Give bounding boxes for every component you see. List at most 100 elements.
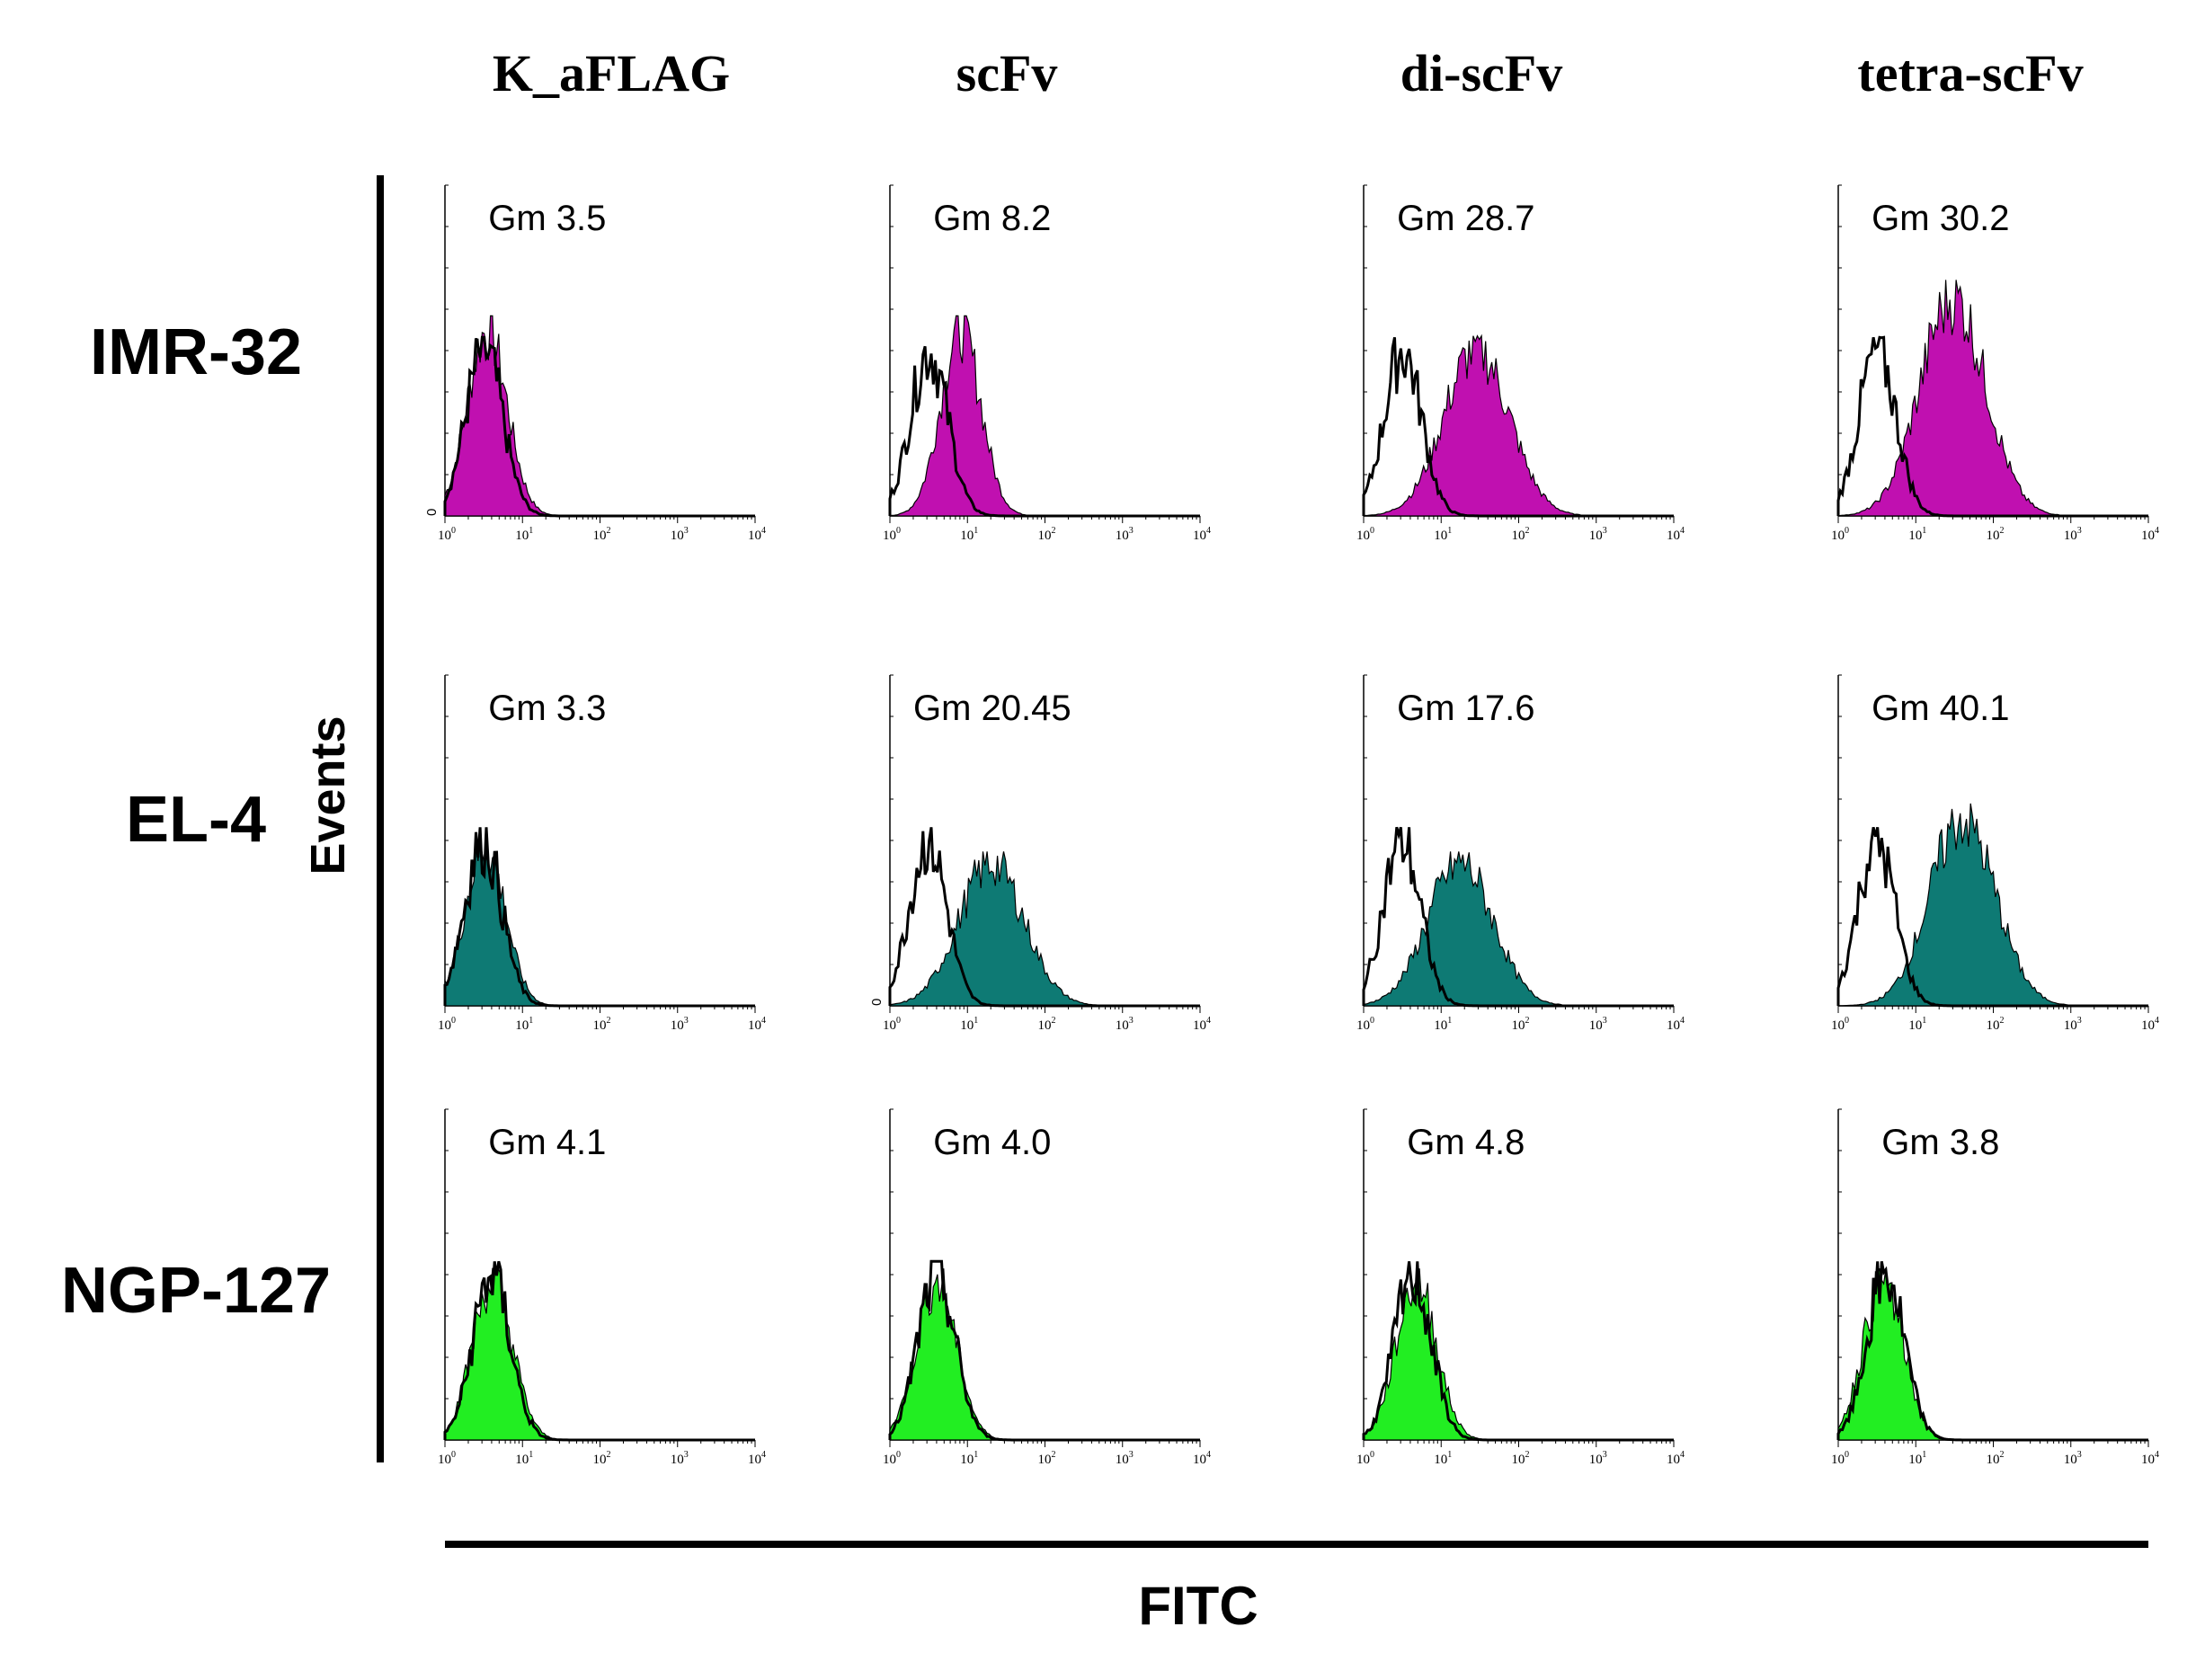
row-header-imr-32: IMR-32 xyxy=(89,316,303,388)
x-tick-label: 104 xyxy=(1193,1450,1211,1467)
control-histogram xyxy=(443,1260,755,1442)
x-tick-label: 104 xyxy=(2141,1450,2159,1467)
x-tick-label: 100 xyxy=(1831,1016,1849,1033)
x-tick-label: 104 xyxy=(1667,1450,1685,1467)
x-tick-label: 101 xyxy=(515,526,533,543)
x-tick-label: 103 xyxy=(1589,526,1607,543)
control-histogram xyxy=(888,827,1200,1008)
x-tick-label: 100 xyxy=(438,1016,456,1033)
row-header-ngp-127: NGP-127 xyxy=(60,1255,332,1327)
gm-label: Gm 8.2 xyxy=(933,199,1051,238)
histogram-panel-ngp-127-k_aflag: 100 101 102 103 104 Gm 4.1 xyxy=(438,1108,766,1467)
gm-label: Gm 4.8 xyxy=(1407,1123,1525,1162)
x-tick-label: 104 xyxy=(2141,526,2159,543)
control-histogram xyxy=(1362,826,1674,1008)
histogram-panel-ngp-127-tetra-scfv: 100 101 102 103 104 Gm 3.8 xyxy=(1831,1108,2159,1467)
x-tick-label: 100 xyxy=(1356,526,1374,543)
row-header-el-4: EL-4 xyxy=(125,784,267,856)
histogram-panel-el-4-scfv: 100 101 102 103 104 0 Gm 20.45 xyxy=(869,674,1211,1033)
sample-histogram xyxy=(889,315,1200,517)
x-tick-label: 103 xyxy=(1116,1450,1134,1467)
column-header-k-aflag: K_aFLAG xyxy=(492,44,731,102)
x-tick-label: 103 xyxy=(1589,1450,1607,1467)
x-tick-label: 102 xyxy=(1987,526,2005,543)
x-tick-label: 100 xyxy=(883,526,901,543)
gm-label: Gm 28.7 xyxy=(1397,199,1534,238)
gm-label: Gm 3.5 xyxy=(488,199,606,238)
sample-histogram xyxy=(1363,1268,1674,1441)
sample-histogram xyxy=(889,1268,1200,1441)
x-tick-label: 102 xyxy=(1038,526,1056,543)
column-header-tetra-scfv: tetra-scFv xyxy=(1857,44,2084,102)
x-tick-label: 103 xyxy=(1589,1016,1607,1033)
column-header-scfv: scFv xyxy=(956,44,1058,102)
x-tick-label: 104 xyxy=(748,1016,766,1033)
histogram-panel-el-4-di-scfv: 100 101 102 103 104 Gm 17.6 xyxy=(1356,674,1685,1033)
sample-histogram xyxy=(1837,803,2148,1007)
x-tick-label: 101 xyxy=(515,1016,533,1033)
x-tick-label: 102 xyxy=(1512,1450,1530,1467)
gm-label: Gm 4.0 xyxy=(933,1123,1051,1162)
x-tick-label: 103 xyxy=(671,1450,689,1467)
control-histogram xyxy=(1362,337,1674,518)
gm-label: Gm 30.2 xyxy=(1872,199,2009,238)
x-tick-label: 101 xyxy=(960,1016,978,1033)
x-tick-label: 104 xyxy=(1193,526,1211,543)
x-tick-label: 101 xyxy=(515,1450,533,1467)
x-tick-label: 101 xyxy=(1908,526,1926,543)
gm-label: Gm 20.45 xyxy=(913,689,1071,728)
x-tick-label: 100 xyxy=(1356,1016,1374,1033)
control-histogram xyxy=(888,345,1200,518)
gm-label: Gm 40.1 xyxy=(1872,689,2009,728)
x-tick-label: 100 xyxy=(883,1450,901,1467)
x-tick-label: 102 xyxy=(593,526,611,543)
column-header-di-scfv: di-scFv xyxy=(1400,44,1563,102)
x-tick-label: 100 xyxy=(438,1450,456,1467)
histogram-panel-imr-32-di-scfv: 100 101 102 103 104 Gm 28.7 xyxy=(1356,184,1685,543)
x-tick-label: 102 xyxy=(1512,526,1530,543)
x-tick-label: 104 xyxy=(748,526,766,543)
x-tick-label: 102 xyxy=(1987,1450,2005,1467)
x-tick-label: 104 xyxy=(1667,526,1685,543)
gm-label: Gm 3.3 xyxy=(488,689,606,728)
sample-histogram xyxy=(889,851,1200,1007)
x-tick-label: 100 xyxy=(883,1016,901,1033)
x-axis-label: FITC xyxy=(1138,1576,1258,1636)
x-tick-label: 104 xyxy=(1193,1016,1211,1033)
histogram-panel-el-4-k_aflag: 100 101 102 103 104 Gm 3.3 xyxy=(438,674,766,1033)
x-tick-label: 102 xyxy=(593,1450,611,1467)
x-tick-label: 101 xyxy=(1434,1450,1452,1467)
control-histogram xyxy=(443,335,755,518)
y-zero-label: 0 xyxy=(424,509,440,516)
y-zero-label: 0 xyxy=(869,999,885,1006)
x-tick-label: 103 xyxy=(1116,1016,1134,1033)
x-tick-label: 101 xyxy=(1434,526,1452,543)
x-tick-label: 100 xyxy=(438,526,456,543)
control-histogram xyxy=(1836,335,2148,518)
x-tick-label: 101 xyxy=(1908,1016,1926,1033)
x-tick-label: 103 xyxy=(1116,526,1134,543)
control-histogram xyxy=(1836,1261,2148,1442)
histogram-panel-imr-32-scfv: 100 101 102 103 104 Gm 8.2 xyxy=(883,184,1211,543)
histogram-panel-imr-32-k_aflag: 100 101 102 103 104 0 Gm 3.5 xyxy=(424,184,766,543)
control-histogram xyxy=(1836,826,2148,1008)
x-tick-label: 100 xyxy=(1831,526,1849,543)
x-axis-bar xyxy=(445,1541,2148,1548)
x-tick-label: 101 xyxy=(1908,1450,1926,1467)
control-histogram xyxy=(888,1259,1200,1442)
x-tick-label: 100 xyxy=(1831,1450,1849,1467)
x-tick-label: 104 xyxy=(1667,1016,1685,1033)
x-tick-label: 103 xyxy=(2064,1016,2082,1033)
x-tick-label: 103 xyxy=(2064,526,2082,543)
gm-label: Gm 4.1 xyxy=(488,1123,606,1162)
gm-label: Gm 3.8 xyxy=(1881,1123,1999,1162)
x-tick-label: 102 xyxy=(1512,1016,1530,1033)
sample-histogram xyxy=(1837,1268,2148,1441)
histogram-panel-imr-32-tetra-scfv: 100 101 102 103 104 Gm 30.2 xyxy=(1831,184,2159,543)
y-axis-bar xyxy=(377,175,384,1462)
x-tick-label: 102 xyxy=(593,1016,611,1033)
x-tick-label: 102 xyxy=(1038,1450,1056,1467)
x-tick-label: 104 xyxy=(2141,1016,2159,1033)
x-tick-label: 102 xyxy=(1038,1016,1056,1033)
y-axis-label: Events xyxy=(301,716,355,876)
